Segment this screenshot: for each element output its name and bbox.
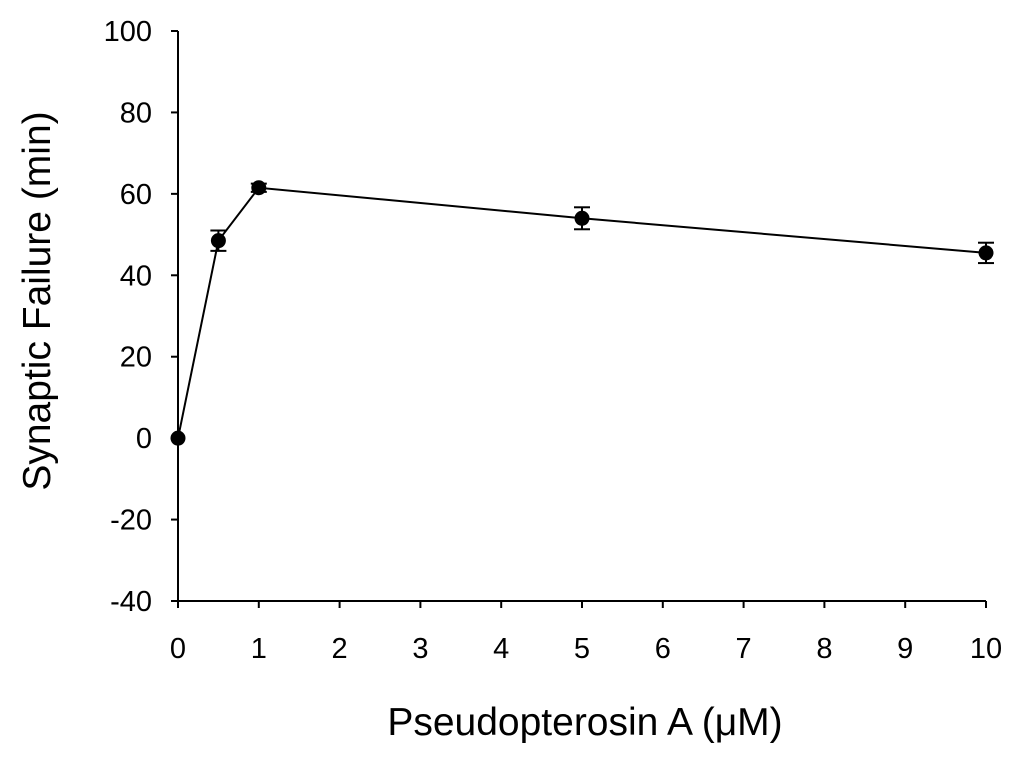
y-tick-label: 40 — [120, 260, 152, 292]
data-point — [574, 210, 590, 226]
x-tick-label: 1 — [251, 633, 267, 665]
y-tick-label: 20 — [120, 342, 152, 374]
x-tick-label: 2 — [332, 633, 348, 665]
x-tick-label: 3 — [412, 633, 428, 665]
x-tick-label: 7 — [736, 633, 752, 665]
x-tick-label: 4 — [493, 633, 509, 665]
axes: -40 -20 0 20 40 60 80 100 0 1 2 3 4 5 6 7 8 9 10 — [104, 16, 1003, 665]
data-point — [251, 180, 267, 196]
x-axis-title: Pseudopterosin A (μM) — [387, 701, 782, 744]
data-point — [170, 430, 186, 446]
series-layer — [170, 180, 994, 446]
y-tick-label: 80 — [120, 97, 152, 129]
y-tick-label: 60 — [120, 179, 152, 211]
data-point — [978, 245, 994, 261]
data-point — [210, 233, 226, 249]
y-tick-label: -20 — [110, 505, 152, 537]
x-tick-label: 8 — [816, 633, 832, 665]
y-tick-label: -40 — [110, 586, 152, 618]
x-tick-label: 0 — [170, 633, 186, 665]
x-tick-label: 6 — [655, 633, 671, 665]
y-tick-label: 100 — [104, 16, 152, 48]
x-tick-label: 5 — [574, 633, 590, 665]
x-tick-label: 10 — [970, 633, 1002, 665]
y-axis-title: Synaptic Failure (min) — [16, 111, 59, 490]
x-tick-label: 9 — [897, 633, 913, 665]
y-tick-label: 0 — [136, 423, 152, 455]
